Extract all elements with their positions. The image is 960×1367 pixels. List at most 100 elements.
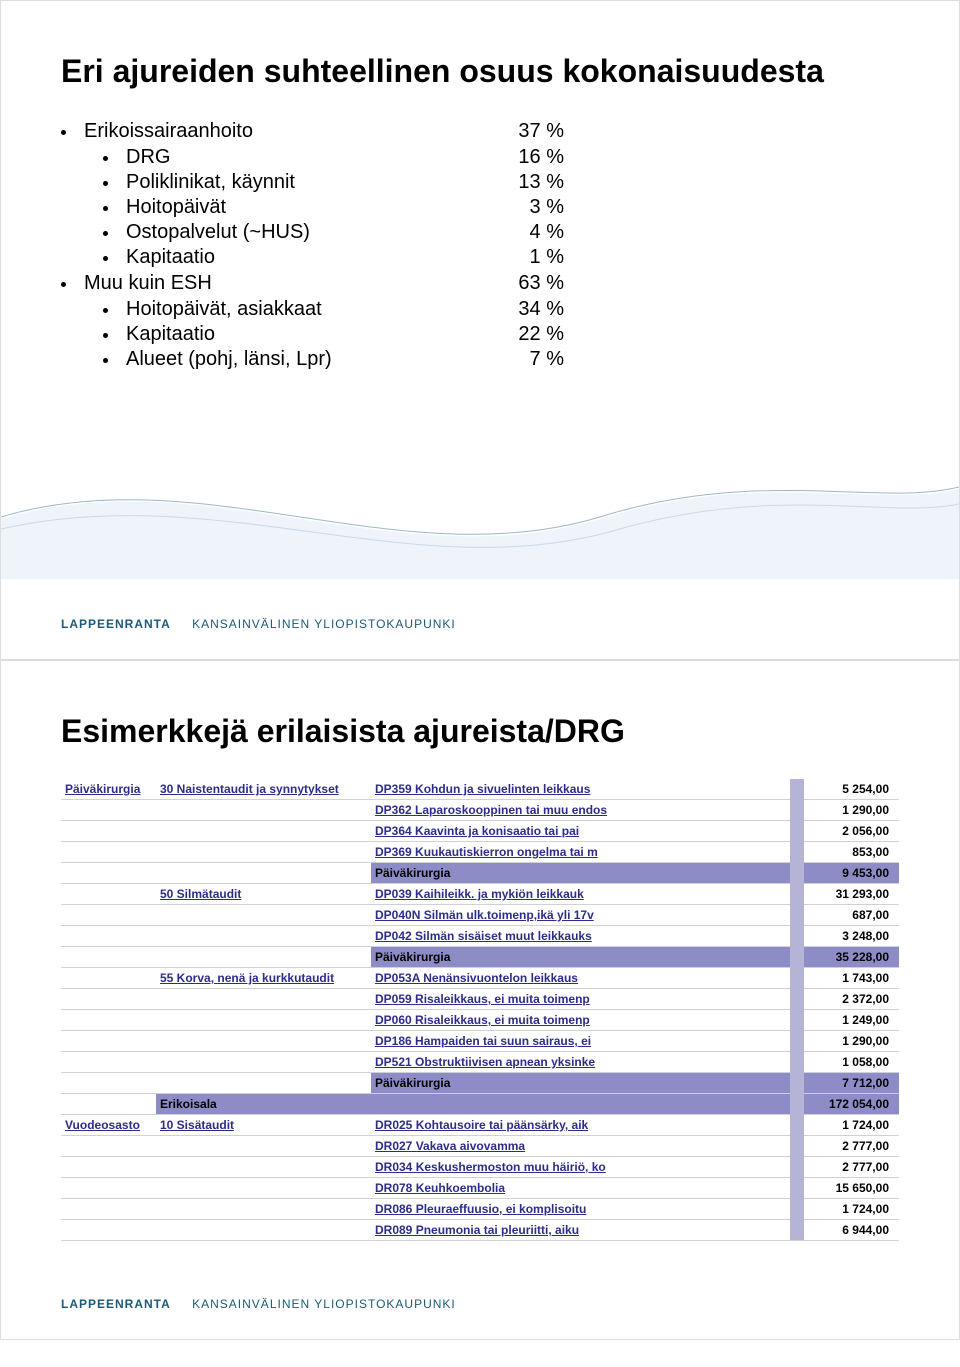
bullet-value: 63 %: [494, 272, 564, 295]
col-section: [61, 1178, 156, 1199]
table-row: DP060 Risaleikkaus, ei muita toimenp1 24…: [61, 1010, 899, 1031]
col-spacer: [790, 968, 804, 989]
col-value: 853,00: [804, 842, 899, 863]
col-specialty: 50 Silmätaudit: [156, 884, 371, 905]
col-code: Päiväkirurgia: [371, 1073, 790, 1094]
table-row: Päiväkirurgia 7 712,00: [61, 1073, 899, 1094]
col-specialty: [156, 821, 371, 842]
sub-bullet-item: Kapitaatio22 %: [103, 322, 899, 347]
col-section: [61, 1220, 156, 1241]
table-row: DP059 Risaleikkaus, ei muita toimenp2 37…: [61, 989, 899, 1010]
col-specialty: Erikoisala: [156, 1094, 371, 1115]
footer-brand: LAPPEENRANTA: [61, 617, 171, 631]
col-specialty: [156, 1199, 371, 1220]
col-code: DR027 Vakava aivovamma: [371, 1136, 790, 1157]
col-section: [61, 989, 156, 1010]
drg-table: Päiväkirurgia30 Naistentaudit ja synnyty…: [61, 779, 899, 1241]
slide1-title: Eri ajureiden suhteellinen osuus kokonai…: [61, 51, 899, 91]
col-code: DP369 Kuukautiskierron ongelma tai m: [371, 842, 790, 863]
sub-bullet-label: Hoitopäivät, asiakkaat: [126, 298, 494, 321]
col-code: DP364 Kaavinta ja konisaatio tai pai: [371, 821, 790, 842]
col-value: 1 290,00: [804, 800, 899, 821]
col-specialty: [156, 926, 371, 947]
col-section: [61, 1094, 156, 1115]
table-row: DR078 Keuhkoembolia15 650,00: [61, 1178, 899, 1199]
col-value: 2 056,00: [804, 821, 899, 842]
table-row: DR027 Vakava aivovamma 2 777,00: [61, 1136, 899, 1157]
col-value: 7 712,00: [804, 1073, 899, 1094]
col-code: [371, 1094, 790, 1115]
col-spacer: [790, 1199, 804, 1220]
bullet-label: Erikoissairaanhoito: [84, 120, 494, 143]
sub-bullet-label: Hoitopäivät: [126, 196, 494, 219]
col-specialty: [156, 863, 371, 884]
slide1-footer: LAPPEENRANTA KANSAINVÄLINEN YLIOPISTOKAU…: [61, 617, 456, 631]
footer-tagline: KANSAINVÄLINEN YLIOPISTOKAUPUNKI: [192, 617, 456, 631]
col-value: 1 249,00: [804, 1010, 899, 1031]
col-value: 1 724,00: [804, 1115, 899, 1136]
sub-bullet-value: 22 %: [494, 323, 564, 346]
col-section: [61, 884, 156, 905]
col-value: 2 372,00: [804, 989, 899, 1010]
col-spacer: [790, 1073, 804, 1094]
col-spacer: [790, 884, 804, 905]
col-code: DR078 Keuhkoembolia: [371, 1178, 790, 1199]
col-spacer: [790, 926, 804, 947]
col-code: DR025 Kohtausoire tai päänsärky, aik: [371, 1115, 790, 1136]
col-spacer: [790, 905, 804, 926]
sub-bullet-item: Hoitopäivät3 %: [103, 195, 899, 220]
col-value: 9 453,00: [804, 863, 899, 884]
col-spacer: [790, 821, 804, 842]
sub-bullet-item: Kapitaatio1 %: [103, 245, 899, 270]
decorative-wave: [1, 459, 959, 579]
sub-bullet-label: Poliklinikat, käynnit: [126, 171, 494, 194]
col-spacer: [790, 947, 804, 968]
sub-bullet-item: Alueet (pohj, länsi, Lpr)7 %: [103, 347, 899, 372]
col-value: 2 777,00: [804, 1157, 899, 1178]
bullet-label: Muu kuin ESH: [84, 272, 494, 295]
col-spacer: [790, 1178, 804, 1199]
col-code: DP186 Hampaiden tai suun sairaus, ei: [371, 1031, 790, 1052]
slide1-bullet-list: Erikoissairaanhoito37 %DRG16 %Poliklinik…: [61, 119, 899, 373]
col-code: DP362 Laparoskooppinen tai muu endos: [371, 800, 790, 821]
col-section: [61, 968, 156, 989]
col-value: 172 054,00: [804, 1094, 899, 1115]
slide2-title: Esimerkkejä erilaisista ajureista/DRG: [61, 711, 899, 751]
sub-bullet-label: DRG: [126, 146, 494, 169]
col-specialty: [156, 1010, 371, 1031]
table-row: DP364 Kaavinta ja konisaatio tai pai 2 05…: [61, 821, 899, 842]
sub-bullet-list: DRG16 %Poliklinikat, käynnit13 %Hoitopäi…: [61, 145, 899, 270]
col-value: 5 254,00: [804, 779, 899, 800]
sub-bullet-item: DRG16 %: [103, 145, 899, 170]
table-row: DP040N Silmän ulk.toimenp,ikä yli 17v687…: [61, 905, 899, 926]
col-spacer: [790, 1220, 804, 1241]
sub-bullet-value: 34 %: [494, 298, 564, 321]
col-spacer: [790, 1157, 804, 1178]
col-code: DP359 Kohdun ja sivuelinten leikkaus: [371, 779, 790, 800]
sub-bullet-value: 4 %: [494, 221, 564, 244]
col-value: 1 724,00: [804, 1199, 899, 1220]
slide-1: Eri ajureiden suhteellinen osuus kokonai…: [0, 0, 960, 660]
col-section: [61, 1136, 156, 1157]
table-row: DR034 Keskushermoston muu häiriö, ko 2 77…: [61, 1157, 899, 1178]
col-spacer: [790, 842, 804, 863]
col-specialty: [156, 842, 371, 863]
sub-bullet-label: Kapitaatio: [126, 246, 494, 269]
table-row: DP369 Kuukautiskierron ongelma tai m 853,…: [61, 842, 899, 863]
slide-2: Esimerkkejä erilaisista ajureista/DRG Pä…: [0, 660, 960, 1340]
col-section: Päiväkirurgia: [61, 779, 156, 800]
sub-bullet-value: 13 %: [494, 171, 564, 194]
col-code: DR034 Keskushermoston muu häiriö, ko: [371, 1157, 790, 1178]
col-code: DP521 Obstruktiivisen apnean yksinke: [371, 1052, 790, 1073]
col-specialty: [156, 1052, 371, 1073]
col-code: DP042 Silmän sisäiset muut leikkauks: [371, 926, 790, 947]
sub-bullet-value: 1 %: [494, 246, 564, 269]
table-row: 55 Korva, nenä ja kurkkutauditDP053A Nen…: [61, 968, 899, 989]
col-specialty: [156, 1136, 371, 1157]
bullet-value: 37 %: [494, 120, 564, 143]
col-value: 2 777,00: [804, 1136, 899, 1157]
sub-bullet-item: Hoitopäivät, asiakkaat34 %: [103, 297, 899, 322]
col-code: DR086 Pleuraeffuusio, ei komplisoitu: [371, 1199, 790, 1220]
sub-bullet-item: Ostopalvelut (~HUS)4 %: [103, 220, 899, 245]
col-spacer: [790, 989, 804, 1010]
